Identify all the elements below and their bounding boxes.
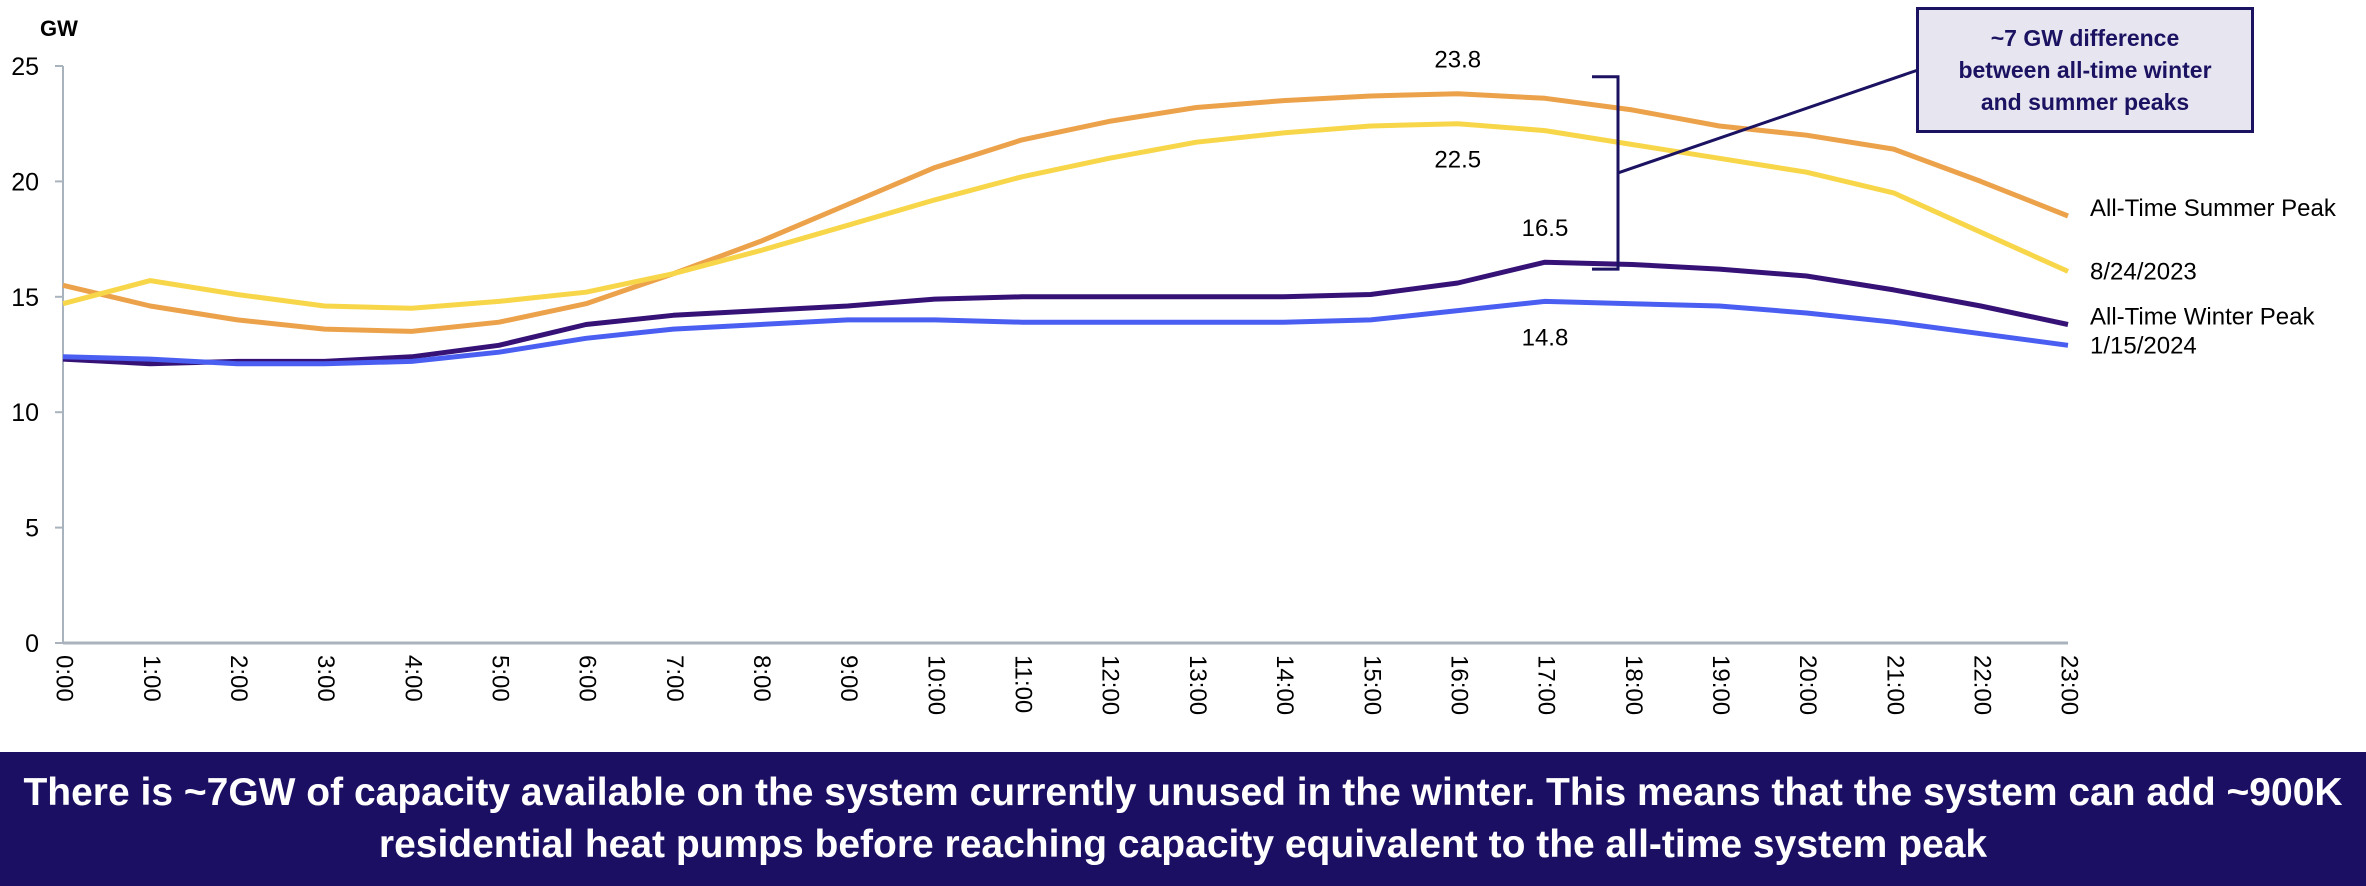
x-tick-label: 14:00 bbox=[1271, 655, 1298, 715]
y-tick-label: 10 bbox=[11, 399, 39, 427]
x-tick-label: 16:00 bbox=[1445, 655, 1472, 715]
x-tick-label: 0:00 bbox=[51, 655, 78, 702]
data-label: 23.8 bbox=[1434, 47, 1481, 74]
y-tick-label: 0 bbox=[25, 630, 39, 658]
data-label: 14.8 bbox=[1522, 324, 1569, 351]
x-tick-label: 22:00 bbox=[1968, 655, 1995, 715]
x-tick-label: 6:00 bbox=[574, 655, 601, 702]
y-tick-label: 5 bbox=[25, 515, 39, 543]
data-label: 22.5 bbox=[1434, 147, 1481, 174]
series-line-all-time-winter-peak bbox=[62, 259, 2069, 367]
x-tick-label: 8:00 bbox=[748, 655, 775, 702]
x-tick-label: 11:00 bbox=[1010, 655, 1037, 713]
x-tick-label: 12:00 bbox=[1097, 655, 1124, 715]
series-legend-label: All-Time Summer Peak bbox=[2090, 195, 2337, 222]
series-line-all-time-summer-peak bbox=[62, 91, 2069, 334]
y-axis-unit-label: GW bbox=[40, 16, 78, 41]
x-tick-label: 5:00 bbox=[487, 655, 514, 702]
series-line-8-24-2023 bbox=[62, 121, 2070, 311]
x-tick-label: 13:00 bbox=[1184, 655, 1211, 715]
x-tick-label: 1:00 bbox=[138, 655, 165, 702]
x-tick-label: 9:00 bbox=[835, 655, 862, 702]
annotation-connector-line bbox=[1617, 68, 1919, 175]
data-label: 16.5 bbox=[1522, 215, 1569, 242]
series-legend-label: All-Time Winter Peak bbox=[2090, 303, 2315, 330]
x-tick-label: 7:00 bbox=[661, 655, 688, 702]
x-tick-label: 15:00 bbox=[1358, 655, 1385, 715]
series-legend-label: 8/24/2023 bbox=[2090, 258, 2197, 285]
y-tick-label: 20 bbox=[11, 168, 39, 196]
summary-banner: There is ~7GW of capacity available on t… bbox=[0, 752, 2366, 886]
y-tick-label: 25 bbox=[11, 53, 39, 81]
x-tick-label: 10:00 bbox=[922, 655, 949, 715]
y-tick-label: 15 bbox=[11, 284, 39, 312]
annotation-callout-box: ~7 GW difference between all-time winter… bbox=[1916, 7, 2254, 133]
x-tick-label: 19:00 bbox=[1707, 655, 1734, 715]
x-tick-label: 20:00 bbox=[1794, 655, 1821, 715]
x-tick-label: 4:00 bbox=[399, 655, 426, 702]
x-tick-label: 23:00 bbox=[2056, 655, 2083, 715]
x-tick-label: 17:00 bbox=[1533, 655, 1560, 715]
series-legend-label: 1/15/2024 bbox=[2090, 332, 2197, 359]
line-chart: 0 5 10 15 20 25 0:00 1:00 2:00 3:00 4:00 5:00 6:00 7:… bbox=[11, 47, 2337, 715]
summary-banner-text: There is ~7GW of capacity available on t… bbox=[23, 771, 2343, 866]
x-tick-label: 3:00 bbox=[312, 655, 339, 702]
x-tick-label: 18:00 bbox=[1620, 655, 1647, 715]
x-tick-label: 2:00 bbox=[225, 655, 252, 702]
series-line-1-15-2024 bbox=[62, 298, 2069, 367]
x-tick-label: 21:00 bbox=[1881, 655, 1908, 715]
